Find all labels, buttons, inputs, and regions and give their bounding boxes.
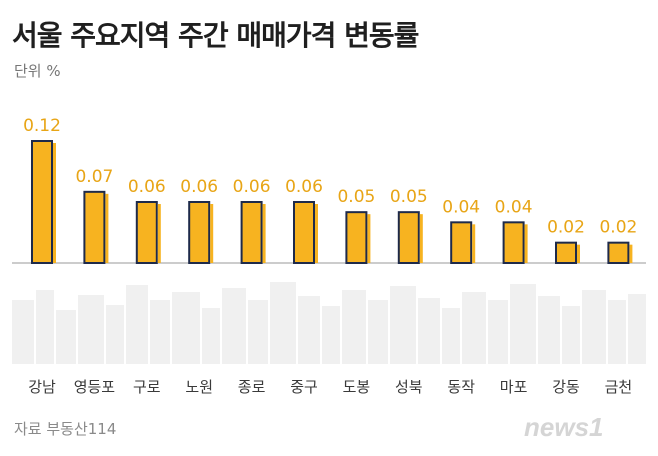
- skyline-building: [106, 305, 124, 364]
- value-label: 0.05: [390, 187, 428, 207]
- skyline-building: [202, 308, 220, 364]
- skyline-building: [418, 298, 440, 364]
- category-label: 동작: [447, 378, 475, 396]
- skyline-building: [36, 290, 54, 364]
- value-label: 0.07: [75, 167, 113, 187]
- value-label: 0.04: [442, 197, 480, 217]
- skyline-building: [342, 290, 366, 364]
- skyline-building: [608, 300, 626, 364]
- bar: [345, 211, 368, 265]
- value-label: 0.05: [337, 187, 375, 207]
- skyline-building: [322, 306, 340, 364]
- source-label: 자료 부동산114: [14, 420, 117, 438]
- bar: [188, 201, 211, 264]
- unit-label: 단위 %: [14, 62, 61, 80]
- bar: [555, 241, 577, 265]
- skyline-building: [488, 300, 508, 364]
- skyline-building: [562, 306, 580, 364]
- category-label: 노원: [185, 378, 213, 396]
- skyline-building: [78, 295, 104, 364]
- bar-shadow: [210, 204, 214, 263]
- skyline-building: [56, 310, 76, 364]
- category-label: 마포: [500, 378, 528, 396]
- bar: [135, 201, 158, 264]
- bar: [31, 140, 53, 264]
- skyline-building: [172, 292, 200, 364]
- category-label: 영등포: [74, 378, 116, 396]
- skyline-building: [222, 288, 246, 364]
- value-label: 0.06: [233, 177, 271, 197]
- value-labels-group: 0.12 0.07 0.06 0.06 0.06 0.06 0.05 0.05 0.04 0.04…: [23, 116, 637, 238]
- bar-shadow: [419, 214, 423, 263]
- skyline-building: [538, 296, 560, 364]
- bar: [607, 241, 630, 265]
- skyline-building: [150, 300, 170, 364]
- bar-shadow: [577, 244, 580, 263]
- bar: [450, 221, 473, 264]
- skyline-building: [582, 290, 606, 364]
- bar-shadow: [53, 143, 56, 263]
- value-label: 0.06: [285, 177, 323, 197]
- skyline-building: [126, 285, 148, 364]
- skyline-building: [510, 284, 536, 364]
- value-label: 0.04: [495, 197, 533, 217]
- bar-shadow: [157, 204, 161, 263]
- skyline-building: [12, 300, 34, 364]
- bar-shadow: [629, 244, 633, 263]
- skyline-building: [462, 292, 486, 364]
- news1-logo: news1: [524, 412, 604, 442]
- skyline-building: [270, 282, 296, 364]
- bar-shadow: [524, 224, 528, 263]
- skyline-building: [390, 286, 416, 364]
- skyline-background: [12, 282, 646, 364]
- bar-shadow: [262, 204, 266, 263]
- news1-logo-wordmark: news1: [524, 412, 604, 442]
- category-label: 구로: [133, 378, 161, 396]
- value-label: 0.02: [547, 218, 585, 238]
- bar-shadow: [105, 193, 109, 263]
- category-label: 금천: [605, 378, 633, 396]
- bar: [397, 211, 420, 265]
- category-label: 강동: [552, 378, 580, 396]
- category-label: 성북: [395, 378, 423, 396]
- bar-shadow: [315, 204, 318, 263]
- category-label: 종로: [238, 378, 266, 396]
- skyline-building: [298, 296, 320, 364]
- skyline-building: [248, 300, 268, 364]
- bar: [502, 221, 525, 264]
- skyline-building: [368, 300, 388, 364]
- bars-group: [31, 140, 633, 265]
- bar: [240, 201, 263, 264]
- category-labels-group: 강남 영등포 구로 노원 종로 중구 도봉 성북 동작 마포 강동 금천: [28, 378, 632, 396]
- value-label: 0.06: [128, 177, 166, 197]
- value-label: 0.02: [599, 218, 637, 238]
- skyline-building: [628, 294, 646, 364]
- category-label: 도봉: [343, 378, 371, 396]
- bar-shadow: [472, 224, 476, 263]
- bar-shadow: [367, 214, 371, 263]
- value-label: 0.12: [23, 116, 61, 136]
- category-label: 강남: [28, 378, 56, 396]
- bar: [293, 201, 315, 264]
- skyline-building: [442, 308, 460, 364]
- bar: [83, 190, 106, 264]
- category-label: 중구: [290, 378, 318, 396]
- chart-title: 서울 주요지역 주간 매매가격 변동률: [12, 19, 419, 52]
- value-label: 0.06: [180, 177, 218, 197]
